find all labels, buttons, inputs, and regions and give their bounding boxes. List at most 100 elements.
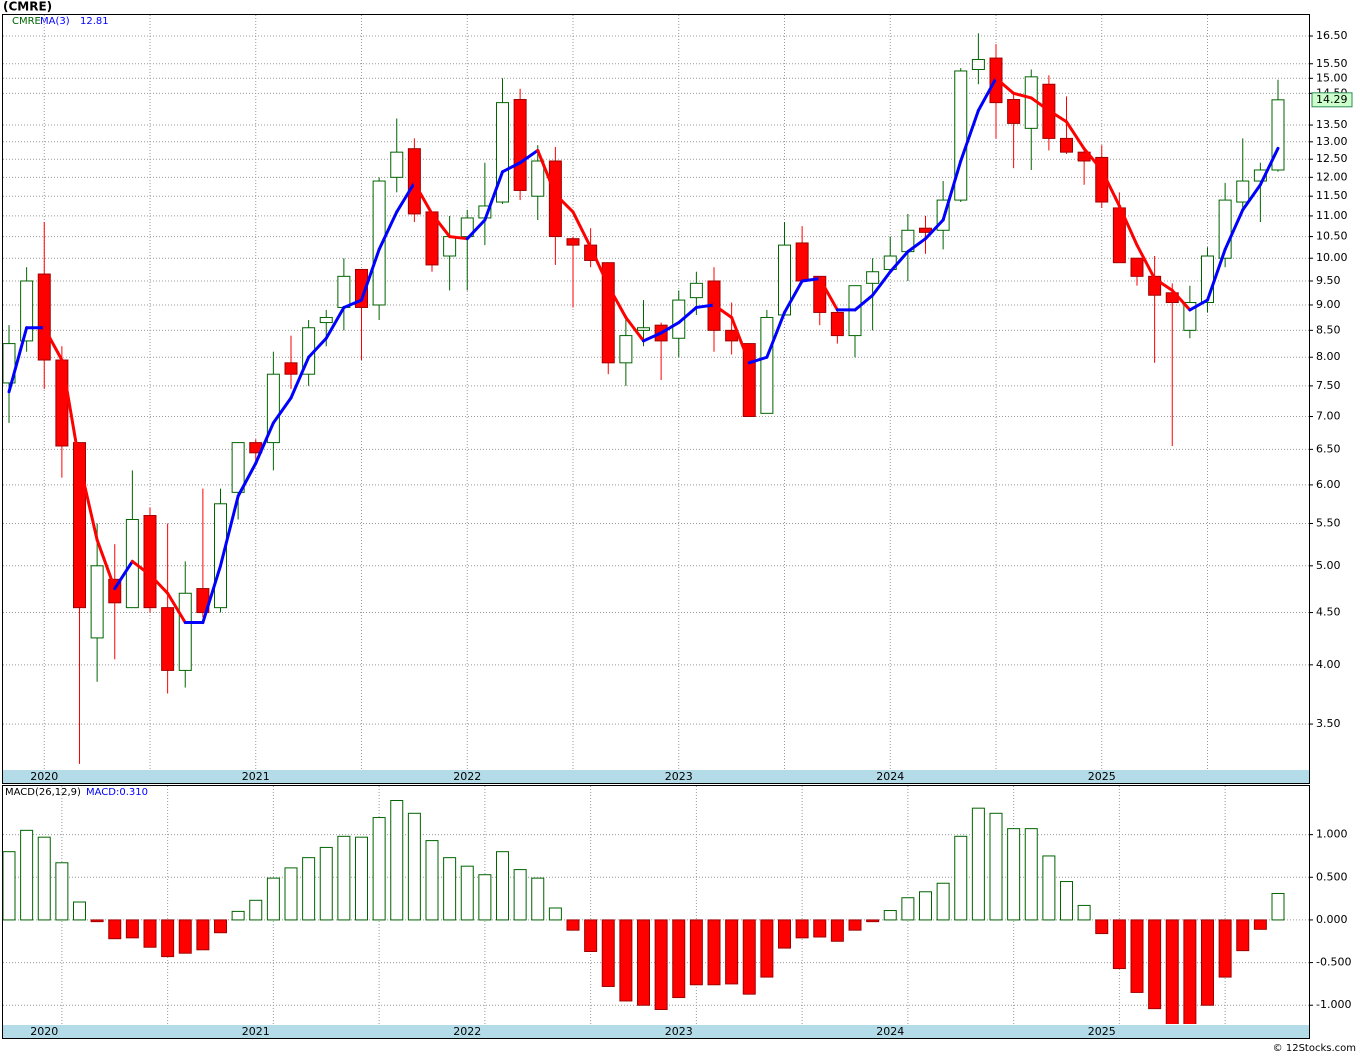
ma-segment (1117, 204, 1139, 247)
macd-bar (390, 800, 404, 921)
macd-bar (1130, 919, 1144, 993)
macd-bar (196, 919, 210, 951)
macd-bar (302, 857, 316, 921)
y-tick-label: 5.50 (1316, 517, 1341, 530)
candle-body (319, 316, 333, 324)
macd-bar (531, 877, 545, 921)
y-tick-label: 11.50 (1316, 189, 1348, 202)
macd-bar (249, 899, 263, 921)
candle-body (601, 262, 615, 364)
x-tick-label: 2023 (665, 770, 693, 783)
y-tick-label: -1.000 (1316, 998, 1351, 1011)
x-tick-label: 2020 (30, 1025, 58, 1038)
y-tick-label: 15.00 (1316, 71, 1348, 84)
date-band (3, 1025, 1309, 1038)
candle-body (284, 362, 298, 375)
ma-segment (236, 461, 258, 498)
ma-segment (677, 305, 698, 325)
candle-body (443, 236, 457, 257)
ma-segment (1188, 298, 1209, 312)
ma-segment (483, 170, 504, 222)
macd-bar (725, 919, 739, 985)
ma-segment (1206, 247, 1227, 302)
ma-segment (1258, 146, 1280, 187)
macd-bar (1077, 904, 1091, 921)
macd-bar (20, 829, 34, 921)
last-price: 14.29 (1316, 93, 1348, 106)
macd-bar (1183, 919, 1197, 1024)
y-tick-label: 6.50 (1316, 442, 1341, 455)
macd-bar (654, 919, 668, 1010)
ma-segment (818, 277, 839, 312)
ma-segment (1029, 96, 1051, 113)
ma-segment (430, 212, 452, 239)
macd-legend: MACD:0.310 (86, 787, 148, 798)
macd-bar (478, 874, 492, 921)
macd-bar (1148, 919, 1162, 1010)
macd-bar (566, 919, 580, 931)
footer: © 12Stocks.com (1273, 1043, 1356, 1054)
ma-segment (747, 355, 769, 365)
ma-segment (307, 336, 328, 359)
macd-bar (178, 919, 192, 954)
legend-symbol: CMRE (12, 16, 41, 27)
x-tick-label: 2022 (453, 1025, 481, 1038)
ma-segment (1065, 120, 1086, 151)
date-band (3, 770, 1309, 783)
ma-segment (395, 181, 416, 214)
ma-segment (765, 310, 786, 359)
macd-bar (778, 919, 791, 949)
macd-bar (1165, 919, 1179, 1024)
macd-bar (37, 836, 51, 921)
candle-body (143, 515, 157, 609)
x-tick-label: 2024 (876, 1025, 904, 1038)
ma-segment (289, 355, 311, 400)
ma-segment (360, 247, 381, 302)
ma-segment (888, 250, 910, 274)
ma-segment (553, 192, 575, 214)
macd-bar (689, 919, 703, 986)
macd-bar (161, 919, 175, 958)
ma-segment (1100, 168, 1121, 208)
macd-bar (601, 919, 615, 987)
y-tick-label: 10.50 (1316, 230, 1348, 243)
ma-segment (95, 538, 117, 591)
y-tick-label: -0.500 (1316, 956, 1351, 969)
ma-segment (501, 161, 522, 174)
ma-segment (1082, 147, 1104, 172)
ma-segment (924, 218, 945, 241)
chart-title: (CMRE) (3, 0, 52, 14)
ma-segment (342, 298, 363, 309)
ma-segment (219, 494, 240, 568)
ma-segment (624, 315, 645, 343)
y-tick-label: 7.00 (1316, 409, 1341, 422)
macd-bar (214, 919, 227, 934)
x-tick-label: 2021 (242, 1025, 270, 1038)
candle-body (73, 442, 86, 609)
y-tick-label: 12.50 (1316, 152, 1348, 165)
candle-body (55, 359, 69, 447)
legend-ma-value: 12.81 (80, 16, 109, 27)
macd-title: MACD(26,12,9) (5, 787, 81, 798)
ma-segment (1170, 288, 1192, 312)
macd-bar (266, 877, 280, 921)
candle-body (795, 242, 809, 282)
candle-body (619, 335, 633, 364)
y-tick-label: 3.50 (1316, 717, 1341, 730)
ma-segment (606, 284, 628, 319)
macd-bar (672, 919, 686, 999)
candle-body (90, 565, 104, 639)
macd-bar (231, 910, 245, 921)
candle-body (1236, 180, 1250, 203)
candle-body (566, 238, 580, 246)
macd-bar (73, 901, 86, 921)
y-tick-label: 10.00 (1316, 251, 1348, 264)
ma-segment (783, 279, 804, 314)
y-tick-label: 8.00 (1316, 350, 1341, 363)
candle-body (178, 592, 192, 671)
x-tick-label: 2021 (242, 770, 270, 783)
macd-bar (548, 907, 562, 921)
ma-segment (42, 326, 64, 362)
candle-body (813, 275, 827, 313)
macd-bar (584, 919, 598, 952)
